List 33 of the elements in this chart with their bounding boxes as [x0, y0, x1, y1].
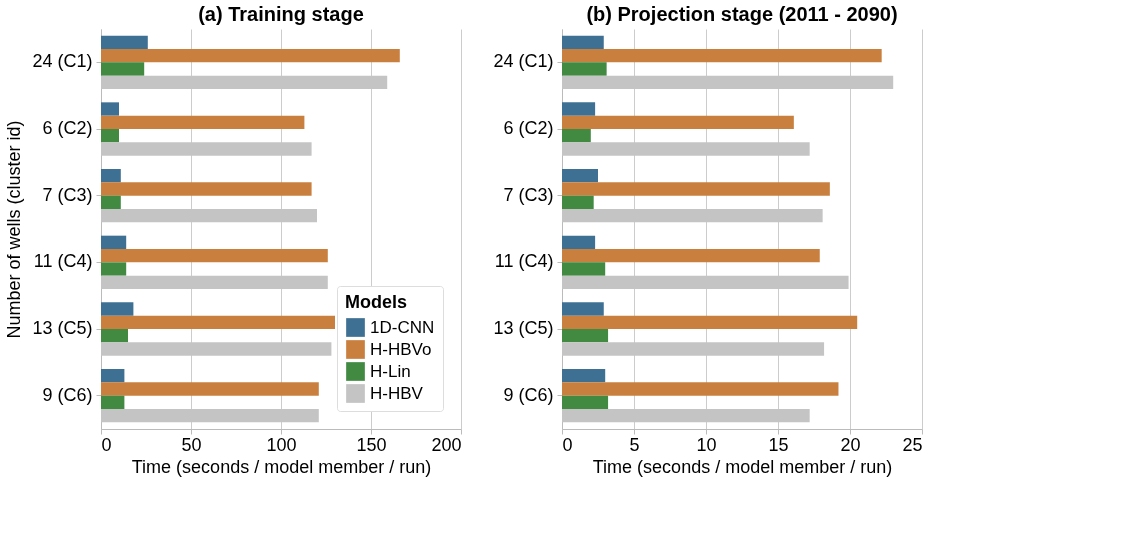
y-tick-label: 6 (C2) — [503, 118, 554, 138]
y-tick-label: 11 (C4) — [33, 251, 93, 272]
y-tick-label: 11 (C4) — [494, 251, 554, 272]
legend-title: Models — [345, 292, 408, 312]
x-tick-label: 150 — [356, 434, 387, 455]
y-tick-label: 6 (C2) — [42, 118, 93, 138]
y-tick-label: 13 (C5) — [493, 318, 554, 338]
x-tick-label: 0 — [101, 434, 112, 455]
x-tick-label: 50 — [181, 434, 202, 455]
y-tick-label: 7 (C3) — [42, 184, 93, 205]
x-axis-title: Time (seconds / model member / run) — [592, 456, 893, 477]
y-tick-label: 9 (C6) — [42, 384, 93, 405]
legend-label: H-HBV — [370, 383, 424, 403]
y-tick-label: 24 (C1) — [32, 51, 93, 72]
legend-label: 1D-CNN — [370, 317, 435, 337]
x-tick-label: 15 — [768, 434, 789, 455]
chart-title: (a) Training stage — [198, 3, 364, 25]
x-tick-label: 100 — [266, 434, 297, 455]
x-tick-label: 25 — [902, 434, 923, 455]
x-tick-label: 0 — [562, 434, 573, 455]
x-tick-label: 5 — [629, 434, 640, 455]
chart-title: (b) Projection stage (2011 - 2090) — [586, 3, 898, 25]
legend-label: H-Lin — [370, 361, 411, 381]
y-tick-label: 24 (C1) — [493, 51, 554, 72]
x-tick-label: 200 — [431, 434, 462, 455]
y-tick-label: 9 (C6) — [503, 384, 554, 405]
y-tick-label: 13 (C5) — [32, 318, 93, 338]
x-tick-label: 20 — [840, 434, 861, 455]
y-axis-title: Number of wells (cluster id) — [4, 120, 25, 339]
x-tick-label: 10 — [696, 434, 717, 455]
legend-label: H-HBVo — [370, 339, 432, 359]
x-axis-title: Time (seconds / model member / run) — [131, 456, 432, 477]
y-tick-label: 7 (C3) — [503, 184, 554, 205]
